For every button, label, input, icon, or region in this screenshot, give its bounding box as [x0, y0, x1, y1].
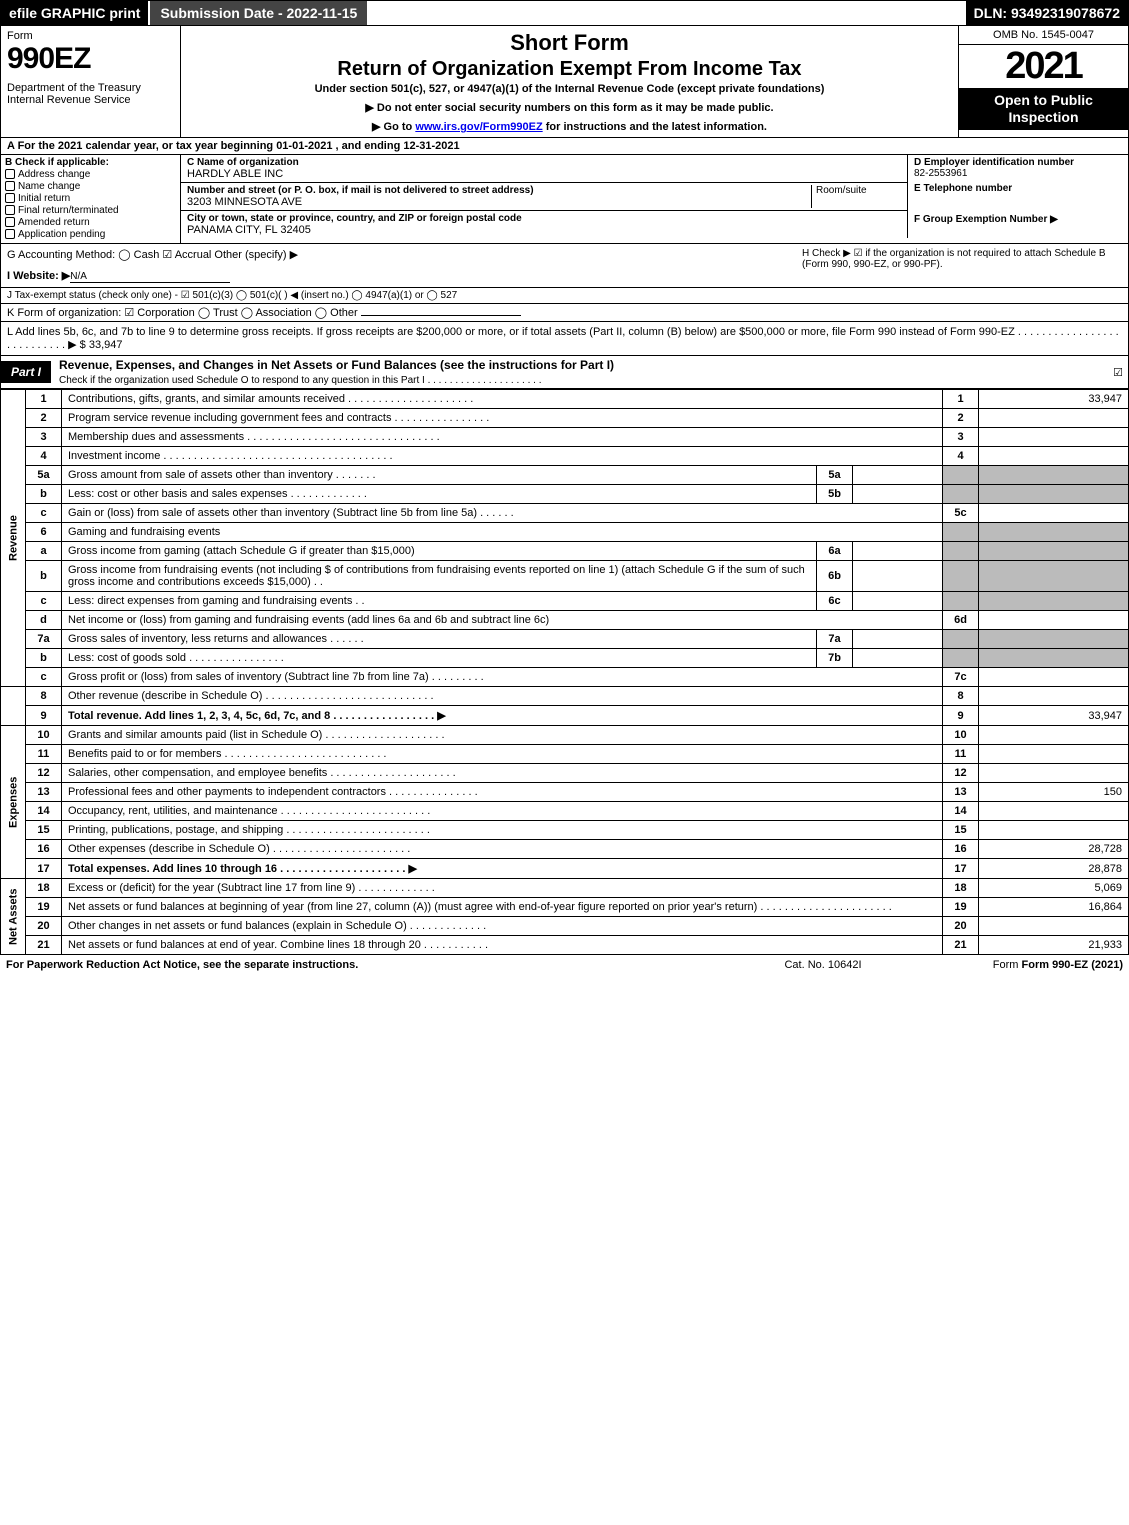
- submission-date: Submission Date - 2022-11-15: [148, 1, 367, 25]
- footer-formref: Form Form 990-EZ (2021): [923, 959, 1123, 971]
- goto-line: ▶ Go to www.irs.gov/Form990EZ for instru…: [187, 120, 952, 133]
- ssn-note: ▶ Do not enter social security numbers o…: [187, 101, 952, 114]
- main-title: Return of Organization Exempt From Incom…: [187, 58, 952, 81]
- page-footer: For Paperwork Reduction Act Notice, see …: [0, 955, 1129, 975]
- D-label: D Employer identification number: [914, 157, 1122, 168]
- row-L: L Add lines 5b, 6c, and 7b to line 9 to …: [0, 322, 1129, 356]
- footer-catno: Cat. No. 10642I: [723, 959, 923, 971]
- inspection-badge: Open to Public Inspection: [959, 88, 1128, 130]
- amt-19: 16,864: [979, 898, 1129, 917]
- col-DEF: D Employer identification number 82-2553…: [908, 155, 1128, 238]
- ein-value: 82-2553961: [914, 168, 1122, 179]
- org-name-block: C Name of organization HARDLY ABLE INC: [181, 155, 907, 183]
- amt-1: 33,947: [979, 390, 1129, 409]
- footer-left: For Paperwork Reduction Act Notice, see …: [6, 959, 723, 971]
- row-J: J Tax-exempt status (check only one) - ☑…: [0, 288, 1129, 304]
- amt-9: 33,947: [979, 706, 1129, 726]
- F-label: F Group Exemption Number ▶: [914, 214, 1122, 225]
- chk-amended-return[interactable]: Amended return: [5, 217, 176, 228]
- row-K: K Form of organization: ☑ Corporation ◯ …: [0, 304, 1129, 322]
- part-I-header: Part I Revenue, Expenses, and Changes in…: [0, 356, 1129, 389]
- header-center: Short Form Return of Organization Exempt…: [181, 26, 958, 137]
- ln-1: 1: [26, 390, 62, 409]
- spacer: [367, 1, 965, 25]
- L-amount: 33,947: [89, 339, 123, 351]
- lines-table: Revenue 1Contributions, gifts, grants, a…: [0, 389, 1129, 955]
- part-I-check: ☑: [1108, 366, 1128, 379]
- col-C: C Name of organization HARDLY ABLE INC N…: [181, 155, 1128, 243]
- street-label: Number and street (or P. O. box, if mail…: [187, 185, 534, 196]
- chk-application-pending[interactable]: Application pending: [5, 229, 176, 240]
- goto-pre: ▶ Go to: [372, 121, 415, 133]
- form-number: 990EZ: [7, 42, 174, 76]
- I-website: I Website: ▶N/A: [7, 269, 802, 283]
- section-netassets: Net Assets: [1, 879, 26, 955]
- city-value: PANAMA CITY, FL 32405: [187, 224, 901, 236]
- tax-year: 2021: [959, 45, 1128, 88]
- amt-21: 21,933: [979, 936, 1129, 955]
- chk-address-change[interactable]: Address change: [5, 169, 176, 180]
- B-label: B Check if applicable:: [5, 157, 176, 168]
- chk-initial-return[interactable]: Initial return: [5, 193, 176, 204]
- section-expenses: Expenses: [1, 726, 26, 879]
- H-check: H Check ▶ ☑ if the organization is not r…: [802, 248, 1122, 283]
- org-name: HARDLY ABLE INC: [187, 168, 901, 180]
- street-value: 3203 MINNESOTA AVE: [187, 196, 811, 208]
- amt-16: 28,728: [979, 840, 1129, 859]
- amt-18: 5,069: [979, 879, 1129, 898]
- form-header: Form 990EZ Department of the Treasury In…: [0, 26, 1129, 138]
- efile-label: efile GRAPHIC print: [1, 1, 148, 25]
- chk-final-return[interactable]: Final return/terminated: [5, 205, 176, 216]
- topbar: efile GRAPHIC print Submission Date - 20…: [0, 0, 1129, 26]
- E-label: E Telephone number: [914, 183, 1122, 194]
- C-name-label: C Name of organization: [187, 157, 901, 168]
- chk-name-change[interactable]: Name change: [5, 181, 176, 192]
- row-G-H: G Accounting Method: ◯ Cash ☑ Accrual Ot…: [0, 244, 1129, 288]
- short-form-title: Short Form: [187, 30, 952, 56]
- amt-13: 150: [979, 783, 1129, 802]
- row-A: A For the 2021 calendar year, or tax yea…: [0, 138, 1129, 155]
- room-suite: Room/suite: [811, 185, 901, 208]
- dln-label: DLN: 93492319078672: [966, 1, 1128, 25]
- dept-label: Department of the Treasury Internal Reve…: [7, 82, 174, 106]
- city-block: City or town, state or province, country…: [181, 211, 907, 238]
- part-I-title: Revenue, Expenses, and Changes in Net As…: [51, 356, 1108, 388]
- amt-17: 28,878: [979, 859, 1129, 879]
- block-B-to-F: B Check if applicable: Address change Na…: [0, 155, 1129, 244]
- street-block: Number and street (or P. O. box, if mail…: [181, 183, 907, 211]
- G-accounting: G Accounting Method: ◯ Cash ☑ Accrual Ot…: [7, 248, 802, 261]
- section-revenue: Revenue: [1, 390, 26, 687]
- header-left: Form 990EZ Department of the Treasury In…: [1, 26, 181, 137]
- col-B: B Check if applicable: Address change Na…: [1, 155, 181, 243]
- goto-post: for instructions and the latest informat…: [543, 121, 767, 133]
- goto-link[interactable]: www.irs.gov/Form990EZ: [415, 121, 542, 133]
- form-word: Form: [7, 30, 174, 42]
- phone-value: [914, 194, 1122, 208]
- part-I-tag: Part I: [1, 361, 51, 383]
- under-section: Under section 501(c), 527, or 4947(a)(1)…: [187, 83, 952, 95]
- city-label: City or town, state or province, country…: [187, 213, 901, 224]
- header-right: OMB No. 1545-0047 2021 Open to Public In…: [958, 26, 1128, 137]
- omb-number: OMB No. 1545-0047: [959, 26, 1128, 45]
